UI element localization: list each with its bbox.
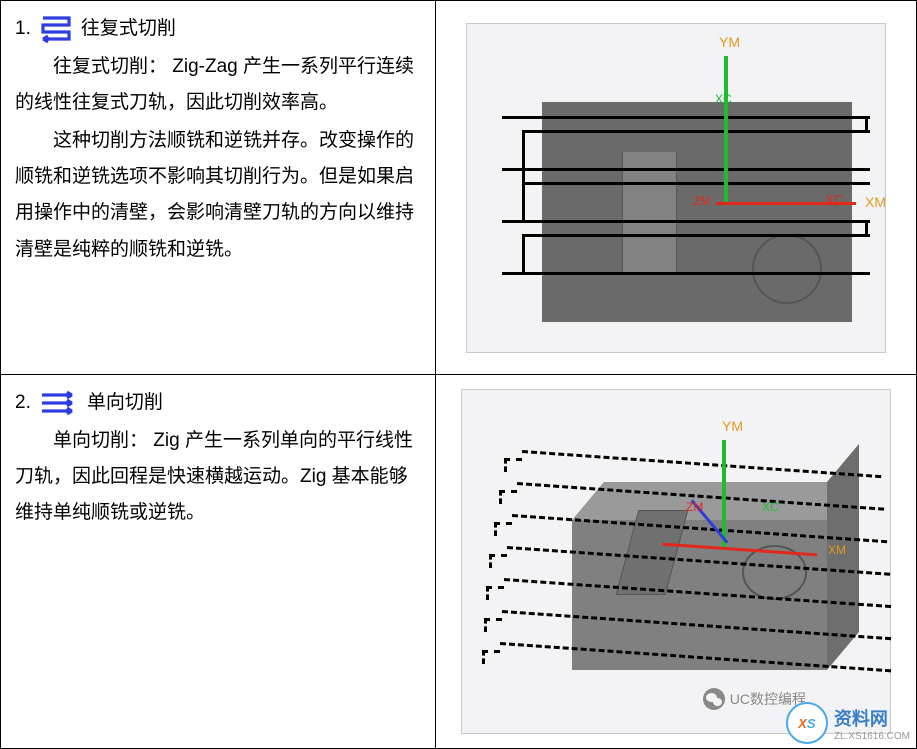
path-h6 <box>522 234 870 237</box>
para-2a: 单向切削： Zig 产生一系列单向的平行线性刀轨，因此回程是快速横越运动。Zig… <box>15 423 421 531</box>
dash-path-0 <box>522 450 881 478</box>
item-number-1: 1. <box>15 11 31 47</box>
diagram-zigzag: YM XM XC XC ZM <box>466 23 886 353</box>
label-xm: XM <box>865 194 886 210</box>
label-ym: YM <box>719 34 740 50</box>
watermark-url: ZL.XS1616.COM <box>834 731 910 742</box>
path-vl3 <box>522 234 525 272</box>
diagram-unidirectional: YM XM ZM XC <box>461 389 891 734</box>
path-v1 <box>865 116 868 130</box>
title-line-2: 2. 单向切削 <box>15 385 421 421</box>
dash-tick-3 <box>489 554 492 568</box>
row-unidirectional: 2. 单向切削 单向切削： Zig 产生一系列单向的平行线性刀轨，因此回程是快速… <box>1 375 916 748</box>
title-line-1: 1. 往复式切削 <box>15 11 421 47</box>
dash-tick-5 <box>484 618 487 632</box>
watermark-text: 资料网 ZL.XS1616.COM <box>834 705 910 742</box>
site-watermark: XS 资料网 ZL.XS1616.COM <box>786 702 910 744</box>
path-vl2 <box>522 182 525 220</box>
logo-s: S <box>807 716 816 731</box>
title-2: 单向切削 <box>87 385 163 421</box>
text-cell-2: 2. 单向切削 单向切削： Zig 产生一系列单向的平行线性刀轨，因此回程是快速… <box>1 375 436 748</box>
text-cell-1: 1. 往复式切削 往复式切削： Zig-Zag 产生一系列平行连续的线性往复式刀… <box>1 1 436 374</box>
label-zm: ZM <box>693 194 710 208</box>
path-h2 <box>522 130 870 133</box>
dash-tick-6 <box>482 650 485 664</box>
tick-4 <box>502 272 522 275</box>
row-zigzag: 1. 往复式切削 往复式切削： Zig-Zag 产生一系列平行连续的线性往复式刀… <box>1 1 916 375</box>
watermark-brand: 资料网 <box>834 705 910 731</box>
item-number-2: 2. <box>15 385 31 421</box>
label-yc: XC <box>715 92 732 106</box>
label-xc: XC <box>825 192 843 207</box>
para-1a: 往复式切削： Zig-Zag 产生一系列平行连续的线性往复式刀轨，因此切削效率高… <box>15 49 421 121</box>
label-xm-2: XM <box>828 543 846 557</box>
path-v2 <box>865 220 868 234</box>
path-vl1 <box>522 130 525 182</box>
tick-2 <box>502 168 522 171</box>
workpiece-hole <box>752 234 822 304</box>
path-h7 <box>522 272 870 275</box>
path-h3 <box>522 168 870 171</box>
wechat-icon <box>703 688 725 710</box>
path-h5 <box>522 220 870 223</box>
para-1b: 这种切削方法顺铣和逆铣并存。改变操作的顺铣和逆铣选项不影响其切削行为。但是如果启… <box>15 123 421 267</box>
image-cell-2: YM XM ZM XC UC数控编程 XS 资料网 ZL.XS1616.COM <box>436 375 916 748</box>
label-xc-2: XC <box>762 500 779 514</box>
dash-tick-1 <box>499 490 502 504</box>
label-ym-2: YM <box>722 418 743 434</box>
path-h4 <box>522 182 870 185</box>
unidirectional-icon <box>39 390 79 416</box>
dash-tick-2 <box>494 522 497 536</box>
zigzag-icon <box>39 14 73 44</box>
image-cell-1: YM XM XC XC ZM <box>436 1 916 374</box>
axis-y-3d <box>722 440 726 550</box>
tick-1 <box>502 116 522 119</box>
watermark-logo: XS <box>786 702 828 744</box>
document-table: 1. 往复式切削 往复式切削： Zig-Zag 产生一系列平行连续的线性往复式刀… <box>0 0 917 749</box>
path-h1 <box>522 116 870 119</box>
tick-3 <box>502 220 522 223</box>
axis-y <box>724 56 728 204</box>
label-zm-2: ZM <box>686 500 703 514</box>
title-1: 往复式切削 <box>81 11 176 47</box>
dash-tick-0 <box>504 458 507 472</box>
logo-x: X <box>798 716 807 731</box>
dash-tick-4 <box>486 586 489 600</box>
